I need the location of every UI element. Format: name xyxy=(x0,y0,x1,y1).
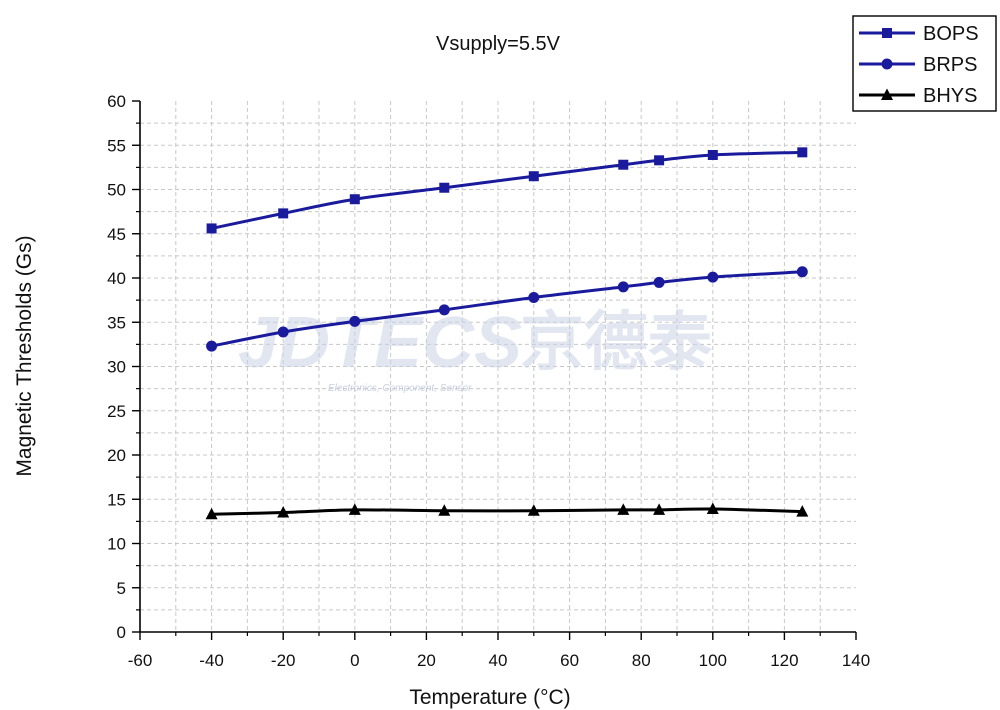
y-tick-label: 40 xyxy=(107,269,126,288)
data-point-brps xyxy=(277,326,289,338)
x-axis-title: Temperature (°C) xyxy=(409,686,570,709)
series-brps xyxy=(206,266,808,352)
y-tick-label: 50 xyxy=(107,181,126,200)
y-tick-label: 45 xyxy=(107,225,126,244)
data-point-bops xyxy=(278,208,289,219)
data-point-brps xyxy=(653,276,665,288)
y-tick-label: 5 xyxy=(117,579,126,598)
y-tick-label: 20 xyxy=(107,446,126,465)
series-bops xyxy=(206,147,808,234)
y-tick-label: 25 xyxy=(107,402,126,421)
data-point-bhys xyxy=(796,505,809,517)
y-axis-title: Magnetic Thresholds (Gs) xyxy=(13,235,36,476)
data-point-bhys xyxy=(527,504,540,516)
data-point-bhys xyxy=(348,503,361,515)
x-tick-label: 140 xyxy=(842,651,870,670)
x-tick-label: 20 xyxy=(417,651,436,670)
data-point-brps xyxy=(528,291,540,303)
x-tick-label: 80 xyxy=(632,651,651,670)
y-tick-label: 55 xyxy=(107,136,126,155)
data-point-bhys xyxy=(438,504,451,516)
data-point-brps xyxy=(438,304,450,316)
data-point-brps xyxy=(349,315,361,327)
x-tick-label: 120 xyxy=(770,651,798,670)
legend: BOPS BRPS BHYS xyxy=(852,15,997,112)
data-point-brps xyxy=(707,271,719,283)
y-tick-label: 35 xyxy=(107,313,126,332)
grid-lines xyxy=(140,101,856,632)
x-tick-label: 100 xyxy=(699,651,727,670)
x-tick-label: 60 xyxy=(560,651,579,670)
data-point-bhys xyxy=(617,503,630,515)
x-tick-label: -20 xyxy=(271,651,296,670)
y-tick-label: 60 xyxy=(107,92,126,111)
data-point-bhys xyxy=(205,507,218,520)
legend-marker-bhys xyxy=(881,88,893,100)
data-point-bops xyxy=(618,159,629,170)
data-point-bops xyxy=(439,182,450,193)
x-tick-label: -40 xyxy=(199,651,224,670)
legend-label-brps: BRPS xyxy=(923,54,977,76)
data-point-brps xyxy=(796,266,808,278)
data-point-bhys xyxy=(706,502,719,514)
y-tick-label: 15 xyxy=(107,490,126,509)
data-point-bops xyxy=(349,194,360,205)
y-tick-label: 30 xyxy=(107,358,126,377)
watermark-brand: JDTECS xyxy=(238,303,522,383)
data-point-bops xyxy=(797,147,808,158)
watermark: JDTECS 京德泰 Electronics, Component, Senso… xyxy=(238,303,713,394)
series-layer xyxy=(205,147,809,520)
x-tick-label: 40 xyxy=(489,651,508,670)
legend-label-bhys: BHYS xyxy=(923,85,977,107)
x-tick-label: 0 xyxy=(350,651,359,670)
y-tick-label: 10 xyxy=(107,535,126,554)
data-point-bops xyxy=(707,149,718,160)
watermark-tagline: Electronics, Component, Sensor xyxy=(328,383,472,394)
x-tick-label: -60 xyxy=(128,651,153,670)
chart-title: Vsupply=5.5V xyxy=(436,33,561,55)
axes: -60 -40 -20 0 20 40 60 80 100 120 140 0 5 10 15 20 25 30 3… xyxy=(107,92,870,670)
legend-marker-bops xyxy=(882,28,892,38)
legend-label-bops: BOPS xyxy=(923,23,979,45)
data-point-bops xyxy=(528,171,539,182)
series-line-bops xyxy=(211,150,803,230)
watermark-cjk: 京德泰 xyxy=(520,306,713,380)
legend-marker-brps xyxy=(881,58,893,70)
data-point-brps xyxy=(206,340,218,352)
y-tick-label: 0 xyxy=(117,623,126,642)
data-point-bops xyxy=(206,223,217,234)
data-point-bhys xyxy=(277,506,290,518)
series-bhys xyxy=(205,502,809,520)
data-point-bops xyxy=(654,155,665,166)
data-point-brps xyxy=(617,281,629,293)
data-point-bhys xyxy=(653,503,666,515)
